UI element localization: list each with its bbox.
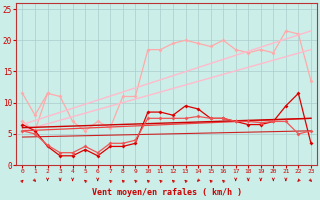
X-axis label: Vent moyen/en rafales ( km/h ): Vent moyen/en rafales ( km/h ) xyxy=(92,188,242,197)
